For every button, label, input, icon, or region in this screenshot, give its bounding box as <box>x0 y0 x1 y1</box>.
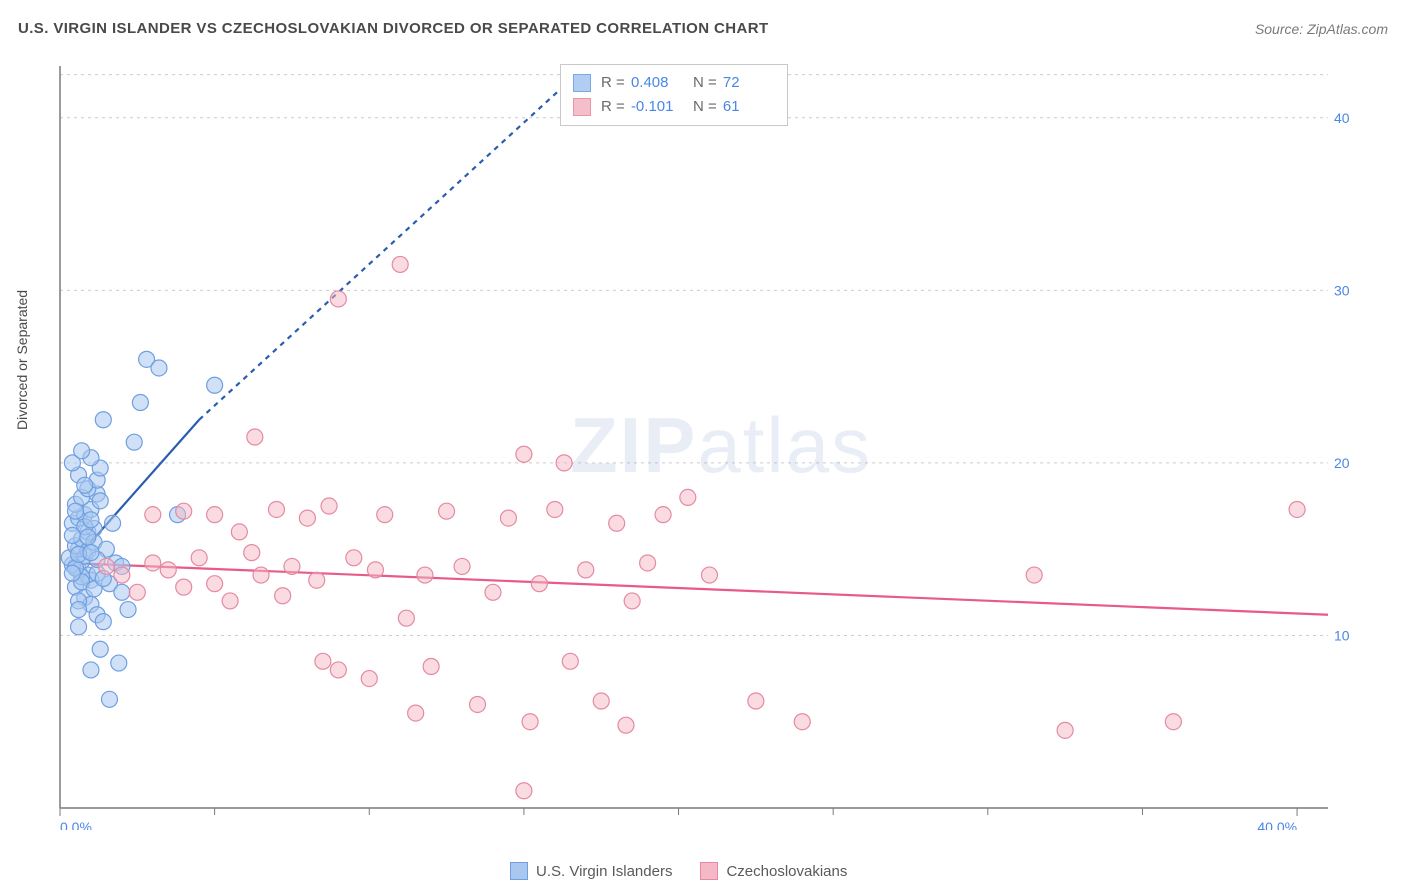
svg-text:0.0%: 0.0% <box>60 819 92 830</box>
stats-row: R = -0.101 N = 61 <box>573 95 775 119</box>
svg-text:40.0%: 40.0% <box>1334 110 1350 126</box>
source-link[interactable]: ZipAtlas.com <box>1307 21 1388 37</box>
legend-item: U.S. Virgin Islanders <box>510 862 672 880</box>
legend-item: Czechoslovakians <box>700 862 847 880</box>
r-value: R = 0.408 <box>601 71 683 95</box>
legend-label: Czechoslovakians <box>726 863 847 880</box>
legend-swatch <box>700 862 718 880</box>
source-attribution: Source: ZipAtlas.com <box>1255 21 1388 37</box>
n-value: N = 61 <box>693 95 775 119</box>
series-swatch <box>573 74 591 92</box>
y-axis-label: Divorced or Separated <box>14 290 30 430</box>
source-prefix: Source: <box>1255 21 1307 37</box>
r-value: R = -0.101 <box>601 95 683 119</box>
svg-text:30.0%: 30.0% <box>1334 282 1350 298</box>
chart-area: 10.0% 20.0% 30.0% 40.0% 0.0% 40.0% <box>50 60 1350 830</box>
legend-swatch <box>510 862 528 880</box>
svg-text:10.0%: 10.0% <box>1334 627 1350 643</box>
n-value: N = 72 <box>693 71 775 95</box>
chart-title: U.S. VIRGIN ISLANDER VS CZECHOSLOVAKIAN … <box>18 20 769 37</box>
series-swatch <box>573 98 591 116</box>
correlation-stats-box: R = 0.408 N = 72 R = -0.101 N = 61 <box>560 64 788 126</box>
svg-text:20.0%: 20.0% <box>1334 455 1350 471</box>
stats-row: R = 0.408 N = 72 <box>573 71 775 95</box>
svg-text:40.0%: 40.0% <box>1257 819 1297 830</box>
series-legend: U.S. Virgin Islanders Czechoslovakians <box>510 862 847 880</box>
legend-label: U.S. Virgin Islanders <box>536 863 672 880</box>
